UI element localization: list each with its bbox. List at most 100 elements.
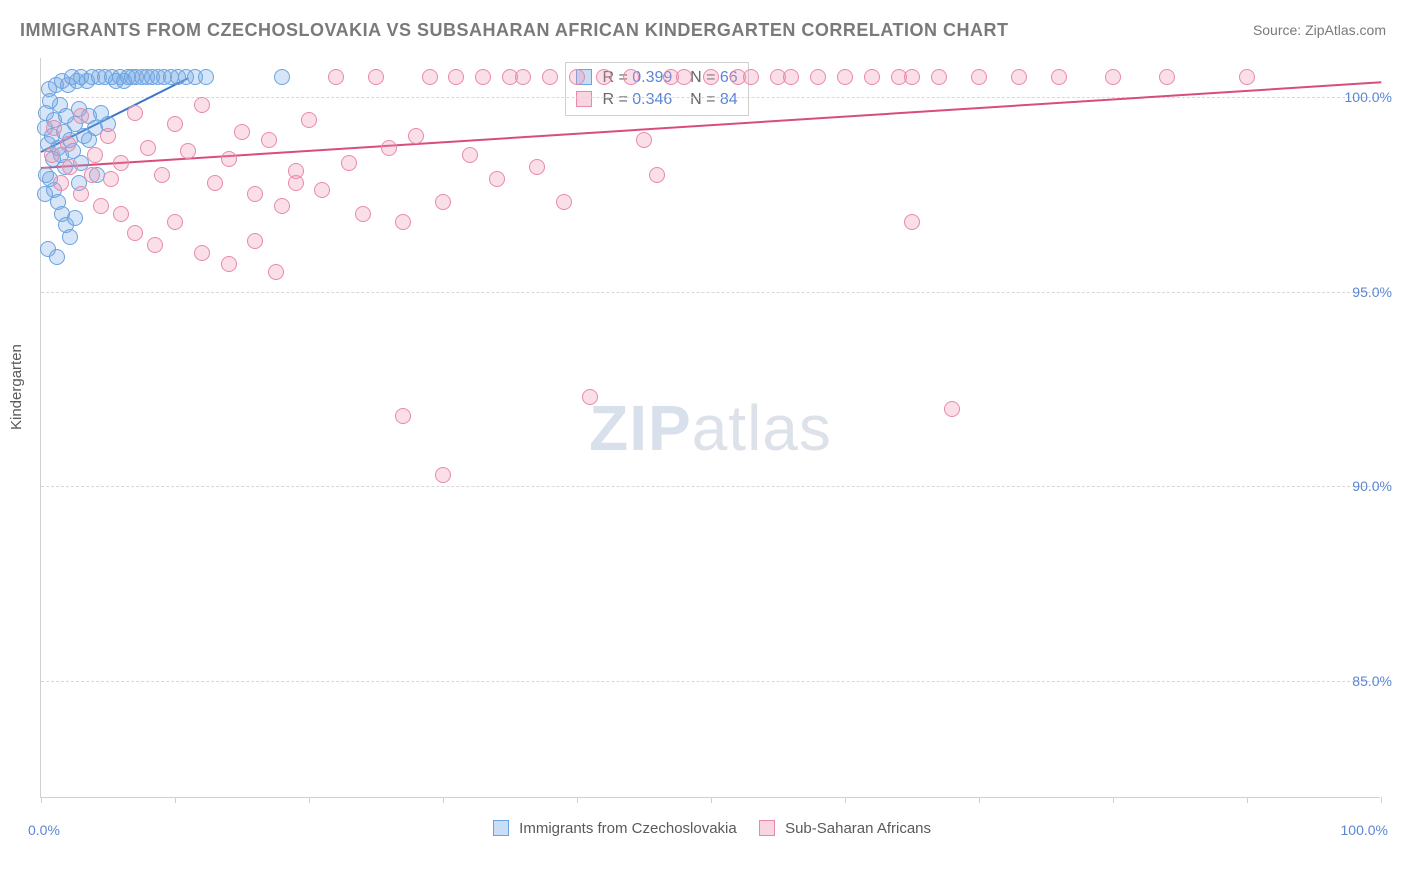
data-point — [582, 389, 598, 405]
data-point — [37, 186, 53, 202]
source-label: Source: ZipAtlas.com — [1253, 22, 1386, 38]
data-point — [381, 140, 397, 156]
watermark: ZIPatlas — [589, 391, 832, 465]
data-point — [422, 69, 438, 85]
data-point — [529, 159, 545, 175]
data-point — [268, 264, 284, 280]
data-point — [569, 69, 585, 85]
data-point — [60, 136, 76, 152]
data-point — [703, 69, 719, 85]
swatch-pink-icon — [759, 820, 775, 836]
data-point — [81, 132, 97, 148]
data-point — [288, 175, 304, 191]
data-point — [87, 147, 103, 163]
data-point — [274, 198, 290, 214]
data-point — [542, 69, 558, 85]
data-point — [1105, 69, 1121, 85]
data-point — [207, 175, 223, 191]
data-point — [636, 132, 652, 148]
watermark-zip: ZIP — [589, 392, 692, 464]
legend-label-blue: Immigrants from Czechoslovakia — [519, 820, 737, 837]
data-point — [904, 214, 920, 230]
data-point — [113, 155, 129, 171]
x-tick — [309, 797, 310, 803]
data-point — [247, 233, 263, 249]
gridline — [41, 292, 1380, 293]
data-point — [221, 256, 237, 272]
data-point — [783, 69, 799, 85]
data-point — [301, 112, 317, 128]
data-point — [462, 147, 478, 163]
data-point — [676, 69, 692, 85]
data-point — [198, 69, 214, 85]
correlation-legend: R = 0.399 N = 66 R = 0.346 N = 84 — [565, 62, 749, 116]
r-value-pink: 0.346 — [632, 91, 672, 108]
data-point — [44, 147, 60, 163]
data-point — [1239, 69, 1255, 85]
data-point — [49, 249, 65, 265]
watermark-atlas: atlas — [692, 392, 832, 464]
data-point — [67, 210, 83, 226]
data-point — [489, 171, 505, 187]
data-point — [194, 97, 210, 113]
data-point — [556, 194, 572, 210]
data-point — [93, 198, 109, 214]
data-point — [1051, 69, 1067, 85]
data-point — [931, 69, 947, 85]
x-tick — [1247, 797, 1248, 803]
legend-row-pink: R = 0.346 N = 84 — [576, 89, 738, 111]
y-axis-title: Kindergarten — [8, 344, 25, 430]
data-point — [944, 401, 960, 417]
x-tick — [979, 797, 980, 803]
y-tick-label: 85.0% — [1352, 673, 1392, 689]
data-point — [274, 69, 290, 85]
data-point — [368, 69, 384, 85]
data-point — [53, 175, 69, 191]
scatter-plot: ZIPatlas R = 0.399 N = 66 R = 0.346 N = … — [40, 58, 1380, 798]
x-tick — [577, 797, 578, 803]
n-value-pink: 84 — [720, 91, 738, 108]
data-point — [864, 69, 880, 85]
data-point — [247, 186, 263, 202]
n-label: N = — [690, 91, 720, 108]
data-point — [448, 69, 464, 85]
data-point — [180, 143, 196, 159]
gridline — [41, 97, 1380, 98]
data-point — [38, 167, 54, 183]
data-point — [596, 69, 612, 85]
gridline — [41, 486, 1380, 487]
data-point — [42, 93, 58, 109]
data-point — [167, 214, 183, 230]
data-point — [355, 206, 371, 222]
data-point — [971, 69, 987, 85]
data-point — [435, 194, 451, 210]
data-point — [435, 467, 451, 483]
x-tick — [1113, 797, 1114, 803]
data-point — [62, 159, 78, 175]
swatch-pink-icon — [576, 91, 592, 107]
data-point — [234, 124, 250, 140]
chart-title: IMMIGRANTS FROM CZECHOSLOVAKIA VS SUBSAH… — [20, 20, 1008, 41]
x-tick — [41, 797, 42, 803]
data-point — [328, 69, 344, 85]
x-tick — [1381, 797, 1382, 803]
data-point — [261, 132, 277, 148]
data-point — [395, 408, 411, 424]
data-point — [314, 182, 330, 198]
data-point — [743, 69, 759, 85]
data-point — [515, 69, 531, 85]
data-point — [154, 167, 170, 183]
data-point — [127, 225, 143, 241]
data-point — [837, 69, 853, 85]
data-point — [103, 171, 119, 187]
data-point — [904, 69, 920, 85]
data-point — [623, 69, 639, 85]
y-tick-label: 95.0% — [1352, 284, 1392, 300]
data-point — [84, 167, 100, 183]
x-tick — [711, 797, 712, 803]
data-point — [140, 140, 156, 156]
r-label: R = — [602, 91, 632, 108]
legend-label-pink: Sub-Saharan Africans — [785, 820, 931, 837]
swatch-blue-icon — [493, 820, 509, 836]
y-tick-label: 100.0% — [1345, 89, 1392, 105]
